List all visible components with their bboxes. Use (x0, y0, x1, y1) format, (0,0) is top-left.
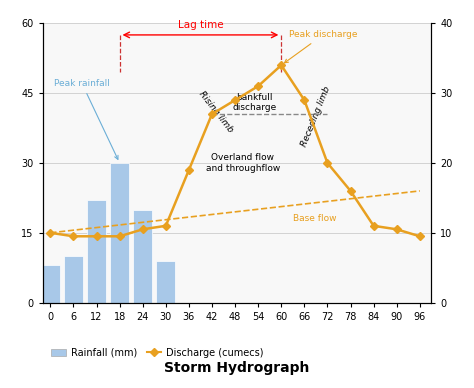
Bar (87, 200, 106, 303)
Bar (133, 210, 152, 303)
Text: Receding limb: Receding limb (300, 85, 332, 148)
Text: Peak rainfall: Peak rainfall (54, 79, 118, 159)
Text: bankfull
discharge: bankfull discharge (232, 93, 276, 112)
Bar (156, 261, 175, 303)
Text: Lag time: Lag time (178, 20, 223, 30)
Bar (64, 256, 83, 303)
Text: Rising limb: Rising limb (197, 89, 235, 134)
Text: Base flow: Base flow (293, 214, 336, 223)
Text: Storm Hydrograph: Storm Hydrograph (164, 361, 310, 375)
Text: Overland flow
and throughflow: Overland flow and throughflow (206, 153, 280, 173)
Bar (110, 163, 129, 303)
Bar (41, 265, 60, 303)
Text: Peak discharge: Peak discharge (284, 30, 357, 63)
Legend: Rainfall (mm), Discharge (cumecs): Rainfall (mm), Discharge (cumecs) (47, 344, 268, 362)
